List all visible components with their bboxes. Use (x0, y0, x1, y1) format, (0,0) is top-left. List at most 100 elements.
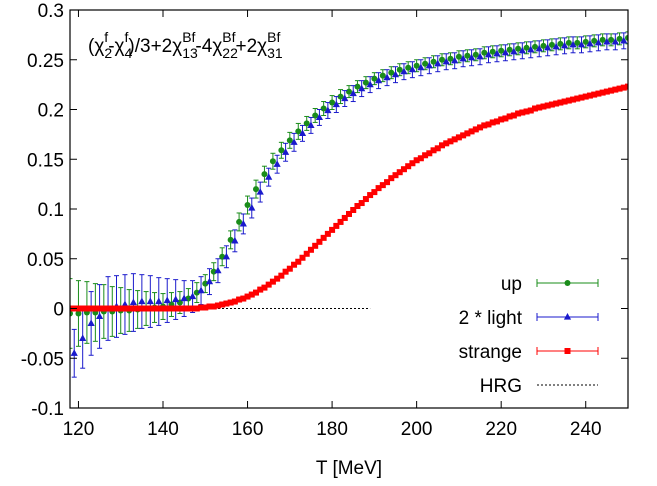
data-point (417, 155, 424, 162)
data-point (506, 113, 513, 120)
data-point (552, 42, 560, 50)
data-point (197, 286, 205, 294)
data-point (138, 297, 146, 305)
data-point (472, 126, 479, 133)
title-part: -4χ (195, 36, 222, 57)
data-point (425, 61, 433, 69)
data-point (320, 234, 327, 241)
data-point (430, 147, 437, 154)
legend-label: strange (459, 342, 522, 363)
title-part: Bf (222, 29, 235, 45)
data-point (577, 40, 586, 48)
data-point (472, 51, 479, 58)
data-point (163, 296, 171, 304)
data-point (341, 214, 348, 221)
x-tick-label: 160 (232, 419, 264, 440)
data-point (489, 119, 496, 126)
data-point (515, 45, 522, 52)
data-point (578, 94, 585, 101)
data-point (79, 334, 87, 341)
data-point (625, 83, 628, 90)
data-point (303, 250, 310, 257)
data-point (70, 310, 73, 317)
data-point (502, 115, 509, 122)
data-point (616, 35, 623, 42)
y-tick-label: 0.2 (38, 101, 64, 122)
data-point (244, 293, 251, 300)
data-point (138, 305, 145, 312)
data-point (591, 37, 598, 44)
data-point (464, 130, 471, 137)
data-point (117, 305, 124, 312)
data-point (439, 142, 445, 149)
data-point (400, 67, 408, 75)
data-point (620, 36, 628, 44)
data-point (337, 93, 344, 100)
data-point (510, 47, 518, 55)
data-point (354, 203, 361, 210)
series-up (70, 31, 628, 349)
title-part: (χ (88, 36, 104, 57)
data-point (337, 218, 344, 225)
y-tick-label: 0.1 (38, 200, 64, 221)
legend-item: up (501, 274, 599, 295)
data-point (160, 305, 166, 312)
data-point (383, 73, 391, 81)
data-point (265, 281, 272, 288)
data-layer (70, 31, 628, 378)
data-point (388, 175, 395, 182)
data-point (586, 92, 593, 99)
data-point (422, 152, 429, 159)
data-point (485, 121, 492, 128)
data-point (586, 39, 594, 47)
data-point (256, 188, 264, 195)
data-point (532, 43, 538, 50)
data-point (518, 46, 526, 54)
data-point (594, 38, 603, 46)
data-point (231, 298, 238, 305)
data-point (595, 90, 602, 97)
data-point (244, 202, 251, 209)
data-point (95, 312, 104, 320)
data-point (384, 179, 391, 186)
data-point (612, 86, 619, 93)
data-point (316, 238, 323, 245)
title-part: 2 (104, 45, 112, 61)
y-tick-label: 0.25 (27, 51, 64, 72)
data-point (371, 189, 378, 196)
data-point (358, 200, 365, 207)
data-point (442, 57, 450, 65)
data-point (608, 87, 615, 94)
data-point (408, 65, 417, 73)
data-point (371, 75, 378, 82)
x-tick-label: 240 (570, 419, 602, 440)
data-point (164, 305, 171, 312)
data-point (434, 59, 442, 67)
y-tick-label: 0.3 (38, 1, 64, 22)
data-point (240, 295, 247, 302)
data-point (92, 305, 99, 312)
y-tick-label: 0 (53, 300, 64, 321)
data-point (391, 70, 400, 78)
data-point (295, 258, 302, 265)
data-point (198, 304, 205, 311)
data-point (324, 230, 331, 237)
data-point (625, 34, 628, 41)
data-point (261, 284, 268, 291)
data-point (455, 53, 462, 60)
data-point (172, 295, 180, 303)
data-point (147, 305, 154, 312)
data-point (307, 121, 315, 129)
data-point (79, 305, 86, 312)
y-tick-label: -0.05 (21, 349, 64, 370)
data-point (236, 218, 243, 225)
data-point (544, 102, 551, 109)
data-point (253, 186, 259, 193)
data-point (290, 138, 298, 145)
data-point (367, 192, 374, 199)
data-point (333, 222, 340, 229)
data-point (126, 305, 133, 312)
data-point (570, 96, 577, 103)
plot-frame (69, 9, 629, 409)
